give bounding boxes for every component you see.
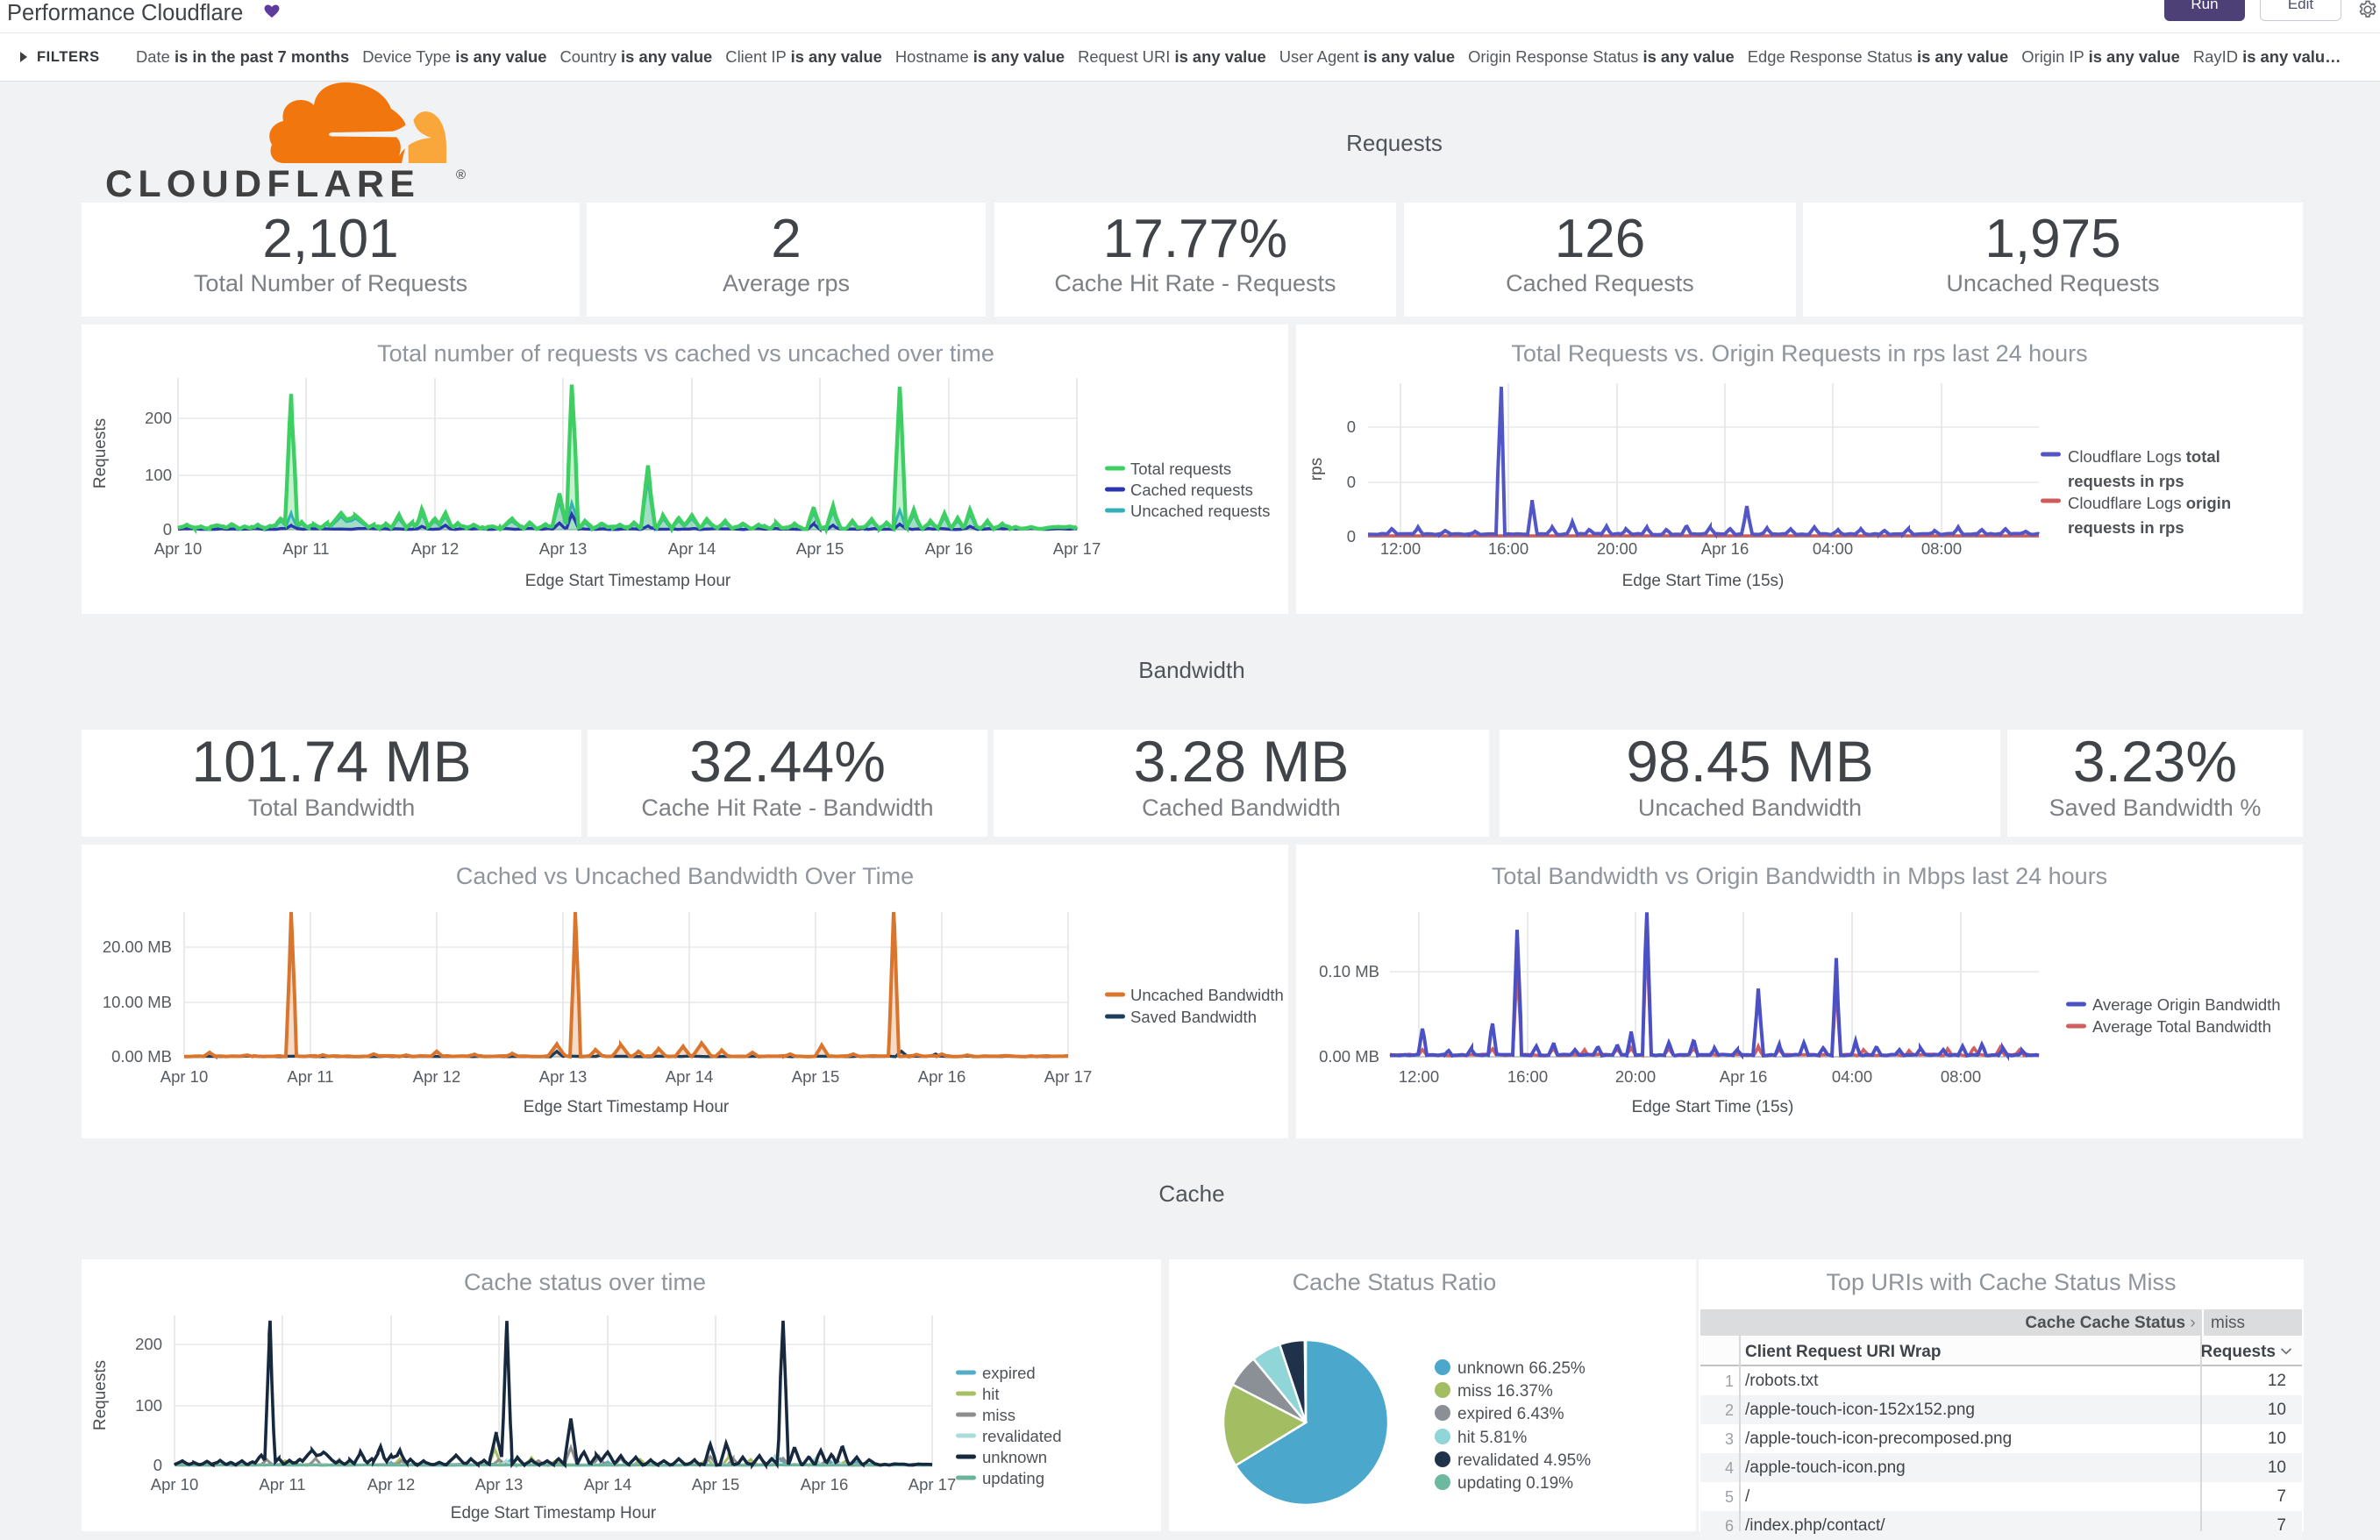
svg-text:revalidated 4.95%: revalidated 4.95% xyxy=(1457,1451,1591,1470)
svg-text:Apr 11: Apr 11 xyxy=(259,1475,305,1494)
svg-text:Apr 14: Apr 14 xyxy=(668,539,716,558)
svg-text:Requests: Requests xyxy=(91,1360,110,1430)
svg-text:Apr 16: Apr 16 xyxy=(918,1067,966,1086)
svg-text:Apr 13: Apr 13 xyxy=(539,1067,588,1086)
svg-text:Apr 10: Apr 10 xyxy=(151,1475,199,1494)
svg-text:Apr 12: Apr 12 xyxy=(411,539,460,558)
svg-text:12:00: 12:00 xyxy=(1399,1067,1439,1086)
svg-text:requests in rps: requests in rps xyxy=(2068,472,2184,490)
svg-text:20:00: 20:00 xyxy=(1597,539,1637,558)
svg-text:Apr 15: Apr 15 xyxy=(792,1067,840,1086)
svg-text:Apr 10: Apr 10 xyxy=(154,539,203,558)
svg-text:Edge Start Timestamp Hour: Edge Start Timestamp Hour xyxy=(451,1504,657,1522)
svg-text:updating 0.19%: updating 0.19% xyxy=(1457,1474,1573,1493)
svg-text:Total requests: Total requests xyxy=(1130,460,1231,478)
svg-text:Edge Start Timestamp Hour: Edge Start Timestamp Hour xyxy=(525,572,731,590)
svg-text:16:00: 16:00 xyxy=(1507,1067,1548,1086)
svg-text:0: 0 xyxy=(1347,527,1356,545)
svg-text:Apr 16: Apr 16 xyxy=(1720,1067,1768,1086)
svg-text:Total number of requests vs ca: Total number of requests vs cached vs un… xyxy=(377,340,994,367)
svg-text:08:00: 08:00 xyxy=(1941,1067,1981,1086)
svg-text:0.00 MB: 0.00 MB xyxy=(111,1047,172,1066)
svg-text:Cached requests: Cached requests xyxy=(1130,481,1253,499)
svg-text:Apr 15: Apr 15 xyxy=(796,539,844,558)
svg-text:Apr 14: Apr 14 xyxy=(584,1475,632,1494)
svg-text:Edge Start Timestamp Hour: Edge Start Timestamp Hour xyxy=(524,1098,730,1116)
svg-text:Apr 16: Apr 16 xyxy=(1701,539,1749,558)
svg-text:unknown: unknown xyxy=(982,1448,1047,1466)
svg-text:CLOUDFLARE: CLOUDFLARE xyxy=(105,163,420,204)
svg-text:expired: expired xyxy=(982,1364,1036,1382)
svg-text:0: 0 xyxy=(153,1456,162,1474)
svg-text:revalidated: revalidated xyxy=(982,1427,1062,1445)
svg-text:miss: miss xyxy=(982,1406,1015,1424)
svg-text:Cached vs Uncached Bandwidth O: Cached vs Uncached Bandwidth Over Time xyxy=(456,863,914,889)
svg-text:hit 5.81%: hit 5.81% xyxy=(1457,1429,1527,1447)
svg-text:Apr 11: Apr 11 xyxy=(282,539,329,558)
svg-text:Requests: Requests xyxy=(91,418,110,488)
svg-text:100: 100 xyxy=(135,1396,162,1415)
svg-text:®: ® xyxy=(456,168,466,182)
svg-text:0.10 MB: 0.10 MB xyxy=(1319,962,1379,980)
svg-text:Edge Start Time (15s): Edge Start Time (15s) xyxy=(1632,1098,1794,1116)
svg-text:Average Total Bandwidth: Average Total Bandwidth xyxy=(2092,1017,2271,1036)
svg-text:Cloudflare Logs origin: Cloudflare Logs origin xyxy=(2068,494,2231,512)
svg-text:Uncached Bandwidth: Uncached Bandwidth xyxy=(1130,986,1284,1004)
svg-text:Apr 10: Apr 10 xyxy=(160,1067,209,1086)
svg-text:updating: updating xyxy=(982,1469,1044,1487)
svg-text:Cache status over time: Cache status over time xyxy=(464,1269,706,1295)
svg-text:12:00: 12:00 xyxy=(1380,539,1421,558)
svg-text:Edge Start Time (15s): Edge Start Time (15s) xyxy=(1622,572,1785,590)
svg-text:Apr 11: Apr 11 xyxy=(287,1067,333,1086)
svg-text:Top URIs with Cache Status Mis: Top URIs with Cache Status Miss xyxy=(1826,1269,2176,1295)
svg-text:Apr 14: Apr 14 xyxy=(666,1067,714,1086)
svg-text:Apr 17: Apr 17 xyxy=(1053,539,1101,558)
svg-text:0.00 MB: 0.00 MB xyxy=(1319,1047,1379,1066)
svg-text:miss 16.37%: miss 16.37% xyxy=(1457,1382,1553,1401)
svg-text:Apr 17: Apr 17 xyxy=(909,1475,957,1494)
svg-text:Apr 16: Apr 16 xyxy=(925,539,973,558)
svg-text:20:00: 20:00 xyxy=(1615,1067,1656,1086)
svg-text:0: 0 xyxy=(1347,473,1356,491)
svg-text:Apr 12: Apr 12 xyxy=(367,1475,416,1494)
svg-text:Apr 12: Apr 12 xyxy=(413,1067,461,1086)
svg-text:04:00: 04:00 xyxy=(1832,1067,1872,1086)
svg-text:0: 0 xyxy=(1347,417,1356,436)
svg-text:Total Bandwidth vs Origin Band: Total Bandwidth vs Origin Bandwidth in M… xyxy=(1492,863,2107,889)
svg-text:expired 6.43%: expired 6.43% xyxy=(1457,1405,1564,1423)
svg-text:20.00 MB: 20.00 MB xyxy=(103,938,172,956)
svg-text:0: 0 xyxy=(163,520,172,538)
svg-text:rps: rps xyxy=(1308,458,1326,481)
svg-text:200: 200 xyxy=(135,1335,162,1353)
svg-text:Uncached requests: Uncached requests xyxy=(1130,502,1270,520)
svg-text:10.00 MB: 10.00 MB xyxy=(103,993,172,1011)
svg-text:requests in rps: requests in rps xyxy=(2068,518,2184,537)
svg-text:Cache Status Ratio: Cache Status Ratio xyxy=(1293,1269,1497,1295)
svg-text:Apr 13: Apr 13 xyxy=(475,1475,524,1494)
svg-text:Apr 16: Apr 16 xyxy=(801,1475,849,1494)
svg-text:200: 200 xyxy=(145,409,172,427)
svg-text:Apr 17: Apr 17 xyxy=(1044,1067,1093,1086)
svg-text:Saved Bandwidth: Saved Bandwidth xyxy=(1130,1008,1257,1026)
svg-text:04:00: 04:00 xyxy=(1813,539,1853,558)
svg-text:unknown 66.25%: unknown 66.25% xyxy=(1457,1359,1585,1378)
svg-text:Apr 15: Apr 15 xyxy=(692,1475,740,1494)
svg-text:Total Requests vs. Origin Requ: Total Requests vs. Origin Requests in rp… xyxy=(1511,340,2087,367)
svg-text:Average Origin Bandwidth: Average Origin Bandwidth xyxy=(2092,995,2281,1014)
svg-text:Cloudflare Logs total: Cloudflare Logs total xyxy=(2068,447,2220,466)
svg-text:Apr 13: Apr 13 xyxy=(539,539,588,558)
svg-text:hit: hit xyxy=(982,1385,1000,1403)
svg-text:16:00: 16:00 xyxy=(1488,539,1528,558)
svg-text:100: 100 xyxy=(145,466,172,484)
svg-text:08:00: 08:00 xyxy=(1921,539,1962,558)
